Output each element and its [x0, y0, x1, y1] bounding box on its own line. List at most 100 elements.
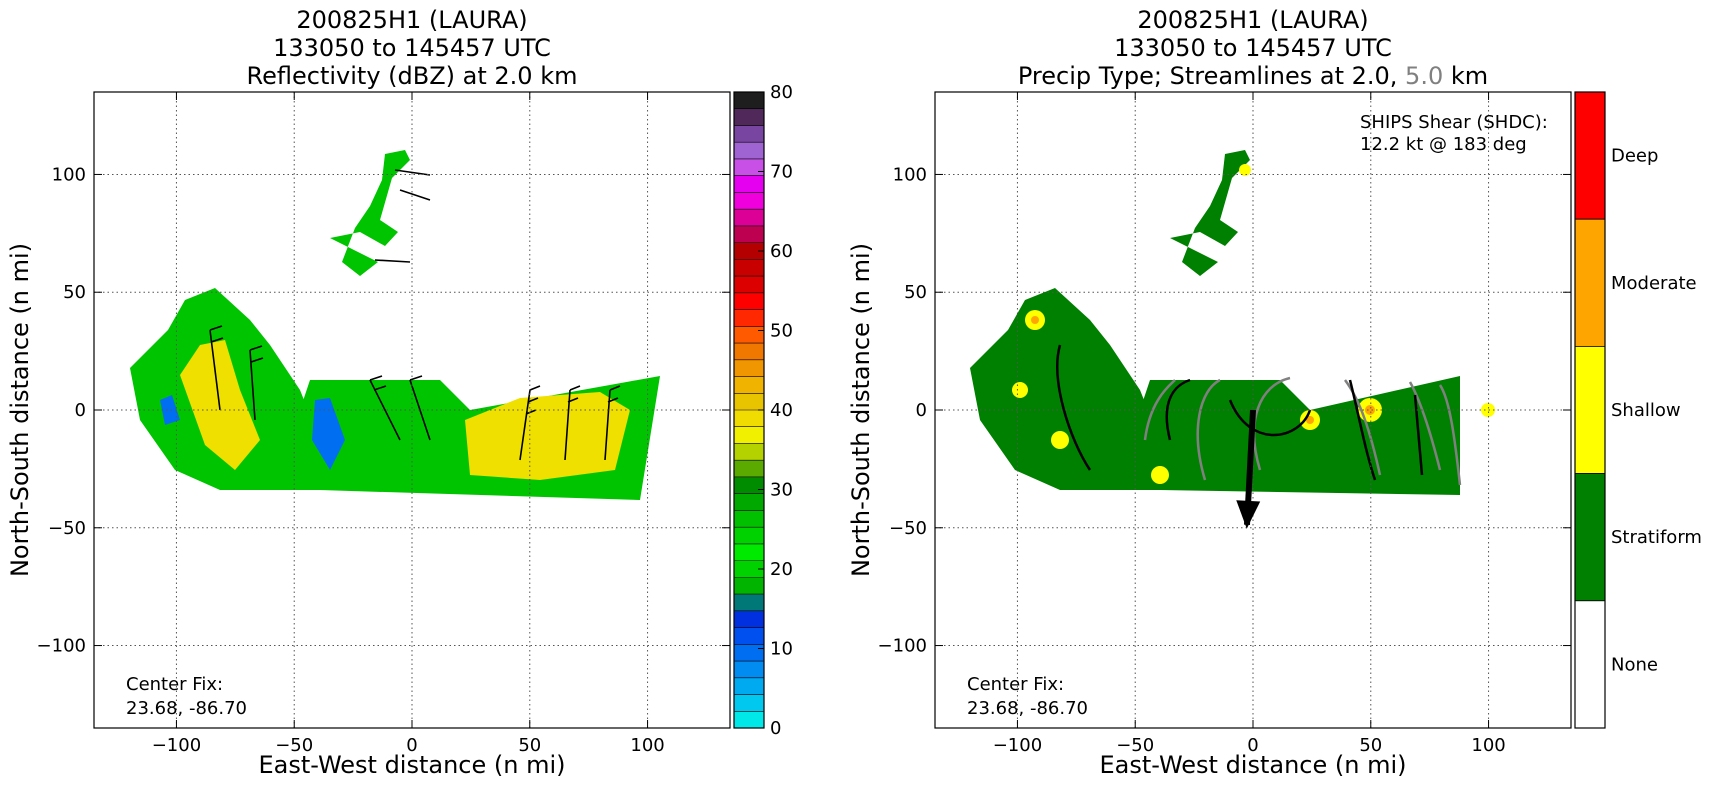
left-echo-north-cluster — [330, 150, 410, 276]
right-xtick-label: −100 — [993, 735, 1042, 756]
reflectivity-colorbar-segment — [734, 527, 764, 545]
reflectivity-colorbar-segment — [734, 192, 764, 210]
reflectivity-colorbar-segment — [734, 510, 764, 528]
left-xtick-label: 50 — [518, 735, 541, 756]
right-title-line-3: Precip Type; Streamlines at 2.0, 5.0 km — [1018, 62, 1488, 90]
precip-type-colorbar-frame — [1574, 91, 1606, 729]
reflectivity-colorbar-segment — [734, 560, 764, 578]
right-streamlines-2km — [1056, 344, 1424, 481]
right-title-suffix: km — [1443, 62, 1488, 90]
reflectivity-colorbar-segment — [734, 577, 764, 595]
left-axis-ticks: −100 −50 0 50 100 −100 −50 0 50 100 — [37, 92, 730, 756]
right-title-prefix: Precip Type; Streamlines at 2.0, — [1018, 62, 1405, 90]
reflectivity-colorbar-tick-label: 10 — [770, 639, 793, 660]
right-stratiform-main — [1130, 376, 1460, 495]
right-center-fix-value: 23.68, -86.70 — [967, 698, 1088, 719]
reflectivity-colorbar-tick-label: 0 — [770, 718, 781, 739]
left-title-line-3: Reflectivity (dBZ) at 2.0 km — [247, 62, 578, 90]
reflectivity-colorbar-segment — [734, 460, 764, 478]
right-ytick-label: −50 — [889, 518, 927, 539]
reflectivity-colorbar-segment — [734, 594, 764, 612]
reflectivity-colorbar-segment — [734, 543, 764, 561]
right-title-line-1: 200825H1 (LAURA) — [1137, 6, 1368, 34]
reflectivity-colorbar-segment — [734, 108, 764, 126]
right-ylabel: North-South distance (n mi) — [847, 243, 875, 577]
reflectivity-colorbar-segment — [734, 677, 764, 695]
right-moderate-cells — [1031, 316, 1375, 424]
precip-type-label: Moderate — [1611, 273, 1697, 294]
precip-type-swatch — [1574, 218, 1606, 347]
left-wind-barbs — [209, 169, 621, 461]
right-center-fix-label: Center Fix: — [967, 674, 1064, 695]
reflectivity-colorbar-segment — [734, 209, 764, 227]
reflectivity-colorbar-segment — [734, 393, 764, 411]
left-ytick-label: 50 — [63, 282, 86, 303]
left-xtick-label: −100 — [152, 735, 201, 756]
precip-type-panel: 200825H1 (LAURA) 133050 to 145457 UTC Pr… — [847, 6, 1702, 779]
reflectivity-colorbar-segment — [734, 276, 764, 294]
reflectivity-colorbar-segment — [734, 426, 764, 444]
reflectivity-colorbar-tick-label: 40 — [770, 400, 793, 421]
right-xtick-label: 100 — [1471, 735, 1505, 756]
precip-type-label: Stratiform — [1611, 527, 1702, 548]
reflectivity-colorbar-segment — [734, 242, 764, 260]
right-xtick-label: 50 — [1359, 735, 1382, 756]
reflectivity-colorbar-segment — [734, 292, 764, 310]
reflectivity-colorbar-tick-label: 50 — [770, 321, 793, 342]
left-title-line-1: 200825H1 (LAURA) — [296, 6, 527, 34]
left-center-fix-label: Center Fix: — [126, 674, 223, 695]
reflectivity-colorbar-segment — [734, 92, 764, 110]
left-xtick-label: −50 — [275, 735, 313, 756]
shear-vector-arrow — [1236, 409, 1261, 529]
reflectivity-colorbar-segment — [734, 158, 764, 176]
left-echo-blue-edge — [312, 398, 345, 470]
right-axis-ticks: −100 −50 0 50 100 −100 −50 0 50 100 — [878, 92, 1571, 756]
reflectivity-colorbar-segment — [734, 259, 764, 277]
right-ytick-label: 50 — [904, 282, 927, 303]
precip-type-label: Deep — [1611, 146, 1658, 167]
reflectivity-colorbar-segment — [734, 476, 764, 494]
reflectivity-colorbar-segment — [734, 711, 764, 729]
left-ytick-label: 100 — [52, 164, 86, 185]
shear-label: SHIPS Shear (SHDC): — [1360, 112, 1548, 133]
precip-type-label: None — [1611, 654, 1658, 675]
right-streamlines-5km — [1143, 376, 1462, 486]
reflectivity-colorbar-segment — [734, 125, 764, 143]
left-center-fix-value: 23.68, -86.70 — [126, 698, 247, 719]
right-precip-field — [935, 92, 1571, 728]
precip-type-swatch — [1574, 91, 1606, 220]
right-title-highlight: 5.0 — [1405, 62, 1443, 90]
reflectivity-colorbar-segment — [734, 343, 764, 361]
right-xtick-label: 0 — [1247, 735, 1258, 756]
left-title-line-2: 133050 to 145457 UTC — [273, 34, 551, 62]
reflectivity-colorbar-segment — [734, 359, 764, 377]
reflectivity-colorbar-segment — [734, 610, 764, 628]
precip-type-swatch — [1574, 473, 1606, 602]
reflectivity-colorbar-segment — [734, 410, 764, 428]
left-xtick-label: 0 — [406, 735, 417, 756]
reflectivity-colorbar-segment — [734, 326, 764, 344]
shear-value: 12.2 kt @ 183 deg — [1360, 134, 1527, 155]
left-xtick-label: 100 — [630, 735, 664, 756]
left-echo-yellow-core — [465, 392, 630, 480]
left-xlabel: East-West distance (n mi) — [258, 751, 565, 779]
reflectivity-colorbar-tick-label: 30 — [770, 480, 793, 501]
right-ytick-label: 100 — [893, 164, 927, 185]
shear-arrow-head — [1236, 500, 1261, 529]
reflectivity-colorbar-segment — [734, 661, 764, 679]
right-xlabel: East-West distance (n mi) — [1099, 751, 1406, 779]
precip-type-swatch — [1574, 345, 1606, 474]
left-ylabel: North-South distance (n mi) — [6, 243, 34, 577]
left-ytick-label: 0 — [75, 400, 86, 421]
left-radar-field — [94, 92, 730, 728]
reflectivity-panel: 200825H1 (LAURA) 133050 to 145457 UTC Re… — [6, 6, 793, 779]
reflectivity-colorbar — [734, 92, 764, 729]
reflectivity-colorbar-segment — [734, 694, 764, 712]
right-title-line-2: 133050 to 145457 UTC — [1114, 34, 1392, 62]
precip-type-label: Shallow — [1611, 400, 1681, 421]
reflectivity-colorbar-segment — [734, 493, 764, 511]
reflectivity-colorbar-tick-label: 70 — [770, 162, 793, 183]
reflectivity-colorbar-segment — [734, 376, 764, 394]
